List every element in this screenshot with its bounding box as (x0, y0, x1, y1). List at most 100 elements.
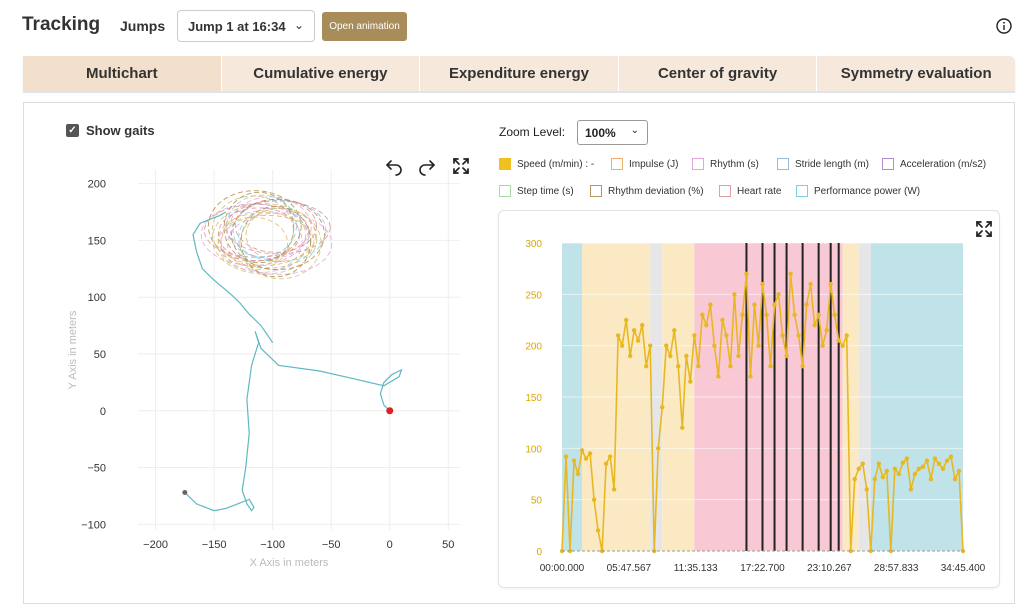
show-gaits-toggle[interactable]: ✓ Show gaits (66, 123, 155, 138)
legend-label: Rhythm (s) (710, 158, 759, 170)
legend-item[interactable]: Acceleration (m/s2) (882, 158, 986, 170)
page-title: Tracking (22, 14, 101, 35)
speed-point (756, 343, 761, 348)
tab-multichart[interactable]: Multichart (23, 56, 222, 93)
checkbox-checked-icon[interactable]: ✓ (66, 124, 79, 137)
speed-point (752, 302, 757, 307)
speed-point (936, 461, 942, 466)
track-chart[interactable]: −200 −150 −100 −50 0 50 −100 −50 0 50 100 150 200 X A… (60, 150, 480, 580)
speed-point (876, 461, 881, 466)
gait-loop (223, 191, 295, 264)
speed-chart-card (498, 210, 1000, 588)
chevron-down-icon: ⌄ (293, 18, 304, 32)
y-tick-label: 200 (88, 179, 106, 191)
speed-point (896, 471, 902, 477)
speed-point (820, 343, 825, 348)
speed-point (908, 487, 914, 492)
legend-swatch (692, 158, 704, 170)
speed-point (700, 312, 705, 318)
legend-label: Stride length (m) (795, 158, 869, 170)
gait-loop (226, 194, 297, 258)
speed-point (828, 281, 833, 287)
redo-icon[interactable] (417, 156, 437, 176)
tab-expenditure-energy[interactable]: Expenditure energy (420, 56, 619, 91)
tab-symmetry-evaluation[interactable]: Symmetry evaluation (840, 65, 992, 82)
legend-swatch (719, 185, 731, 197)
speed-point (768, 364, 773, 369)
legend-item[interactable]: Rhythm deviation (%) (590, 185, 704, 197)
legend-swatch (882, 158, 894, 170)
gait-loop (226, 212, 333, 275)
speed-point (848, 548, 853, 554)
x-tick-label: 28:57.833 (874, 563, 919, 574)
x-tick-label: 17:22.700 (740, 563, 785, 574)
legend-swatch (499, 158, 511, 170)
speed-point (728, 364, 733, 369)
speed-point (732, 292, 737, 297)
x-tick-label: 05:47.567 (607, 563, 652, 574)
zoom-select[interactable]: 100% ⌄ (577, 120, 648, 145)
speed-point (844, 333, 849, 338)
speed-point (704, 322, 709, 328)
speed-point (627, 353, 633, 359)
gait-loop (240, 205, 312, 278)
x-tick-label: 23:10.267 (807, 563, 852, 574)
speed-point (764, 312, 769, 318)
legend-item[interactable]: Stride length (m) (777, 158, 869, 170)
speed-point (944, 458, 950, 463)
info-icon[interactable] (996, 18, 1012, 34)
speed-chart[interactable]: 0 50 100 150 200 250 300 00:00.000 05:47.567 11:3… (498, 230, 998, 580)
speed-point (784, 353, 789, 359)
legend-swatch (777, 158, 789, 170)
y-tick-label: 250 (525, 290, 542, 301)
speed-point (892, 466, 898, 472)
y-tick-label: 150 (88, 235, 106, 247)
speed-point (912, 471, 918, 477)
speed-point (611, 487, 617, 492)
speed-point (860, 461, 865, 466)
x-tick-label: −150 (202, 539, 227, 551)
legend-item[interactable]: Step time (s) (499, 185, 574, 197)
speed-point (928, 476, 934, 482)
legend-swatch (499, 185, 511, 197)
legend-item[interactable]: Rhythm (s) (692, 158, 759, 170)
legend-item[interactable]: Heart rate (719, 185, 781, 197)
speed-point (872, 476, 877, 482)
speed-point (916, 466, 922, 472)
undo-icon[interactable] (384, 156, 404, 176)
legend-item[interactable]: Impulse (J) (611, 158, 678, 170)
speed-point (864, 487, 869, 492)
fullscreen-icon[interactable] (451, 156, 471, 176)
speed-point (788, 271, 793, 276)
speed-point (924, 458, 930, 463)
x-tick-label: −100 (260, 539, 285, 551)
legend-item[interactable]: Speed (m/min) : - (499, 158, 594, 170)
gait-loop (232, 199, 327, 263)
tab-cumulative-energy[interactable]: Cumulative energy (222, 56, 421, 91)
speed-point (635, 338, 641, 343)
speed-point (684, 353, 689, 359)
speed-point (920, 464, 926, 470)
speed-point (776, 292, 781, 297)
speed-point (688, 379, 693, 384)
speed-point (567, 548, 573, 554)
fullscreen-icon[interactable] (974, 219, 994, 239)
speed-point (712, 343, 717, 348)
speed-point (563, 454, 569, 459)
approach-path (192, 211, 274, 343)
gait-loop (234, 199, 317, 253)
gait-loop (239, 207, 322, 280)
tabs-divider (23, 91, 1015, 93)
y-tick-label: 50 (531, 496, 543, 507)
speed-point (744, 271, 749, 276)
jump-select[interactable]: Jump 1 at 16:34 ⌄ (177, 10, 315, 42)
y-tick-label: 0 (100, 406, 106, 418)
open-animation-button[interactable]: Open animation (322, 12, 407, 41)
legend-label: Acceleration (m/s2) (900, 158, 987, 170)
top-bar: Tracking Jumps Jump 1 at 16:34 ⌄ Open an… (0, 0, 1024, 50)
speed-point (736, 353, 741, 359)
y-tick-label: 0 (536, 547, 542, 558)
legend-item[interactable]: Performance power (W) (796, 185, 920, 197)
tab-center-of-gravity[interactable]: Center of gravity (619, 56, 818, 91)
legend-label: Speed (m/min) : - (517, 158, 595, 170)
